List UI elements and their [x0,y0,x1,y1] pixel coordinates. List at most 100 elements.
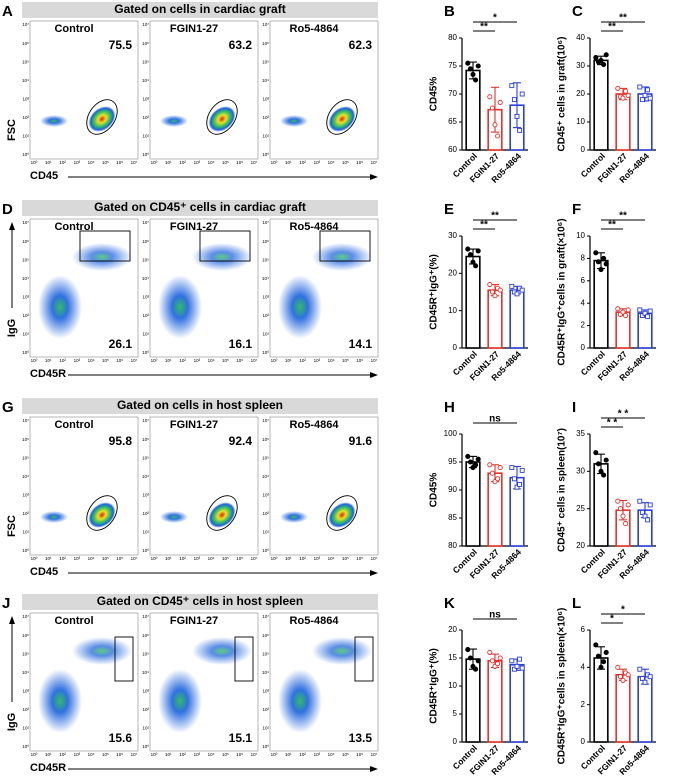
y-tick-label: 10¹ [262,134,269,139]
data-point [645,314,651,320]
data-point [620,513,626,519]
density-cloud [192,637,252,665]
y-tick-label: 90 [448,485,457,494]
significance-label: ** [480,220,488,231]
y-tick-label: 10 [576,231,585,240]
y-tick-label: 10⁷ [142,614,149,619]
data-point [467,66,473,72]
y-arrowhead [9,616,15,624]
gate [319,230,371,262]
data-point [511,476,517,482]
y-tick-label: 20 [448,625,457,634]
x-tick-label: 10⁵ [102,160,109,165]
x-tick-label: 10³ [314,160,321,165]
x-tick-label: 10³ [74,752,81,757]
panel-letter: C [572,3,583,20]
gate-percentage: 14.1 [349,337,373,351]
data-point [492,293,498,299]
y-tick-label: 10⁰ [22,152,29,157]
y-axis-label: CD45R⁺IgG⁺(%) [429,648,440,724]
x-arrowhead [370,372,378,378]
gate [206,99,238,135]
y-axis-label: CD45⁺ cells in spleen(10⁷) [557,428,568,552]
bar [487,289,503,349]
data-point [467,459,473,465]
y-tick-label: 10⁵ [22,257,29,262]
y-tick-label: 10² [142,313,149,318]
flow-plot-frame [149,416,259,556]
y-tick-label: 10⁶ [22,41,29,46]
x-tick-label: 10⁷ [251,358,258,363]
panel-letter: K [444,595,455,612]
data-point [601,472,607,478]
x-tick-label: 10⁰ [151,556,158,561]
x-tick-label: 10⁵ [342,160,349,165]
y-tick-label: 10³ [262,688,269,693]
x-tick-label: 10⁷ [131,752,138,757]
sample-name: Control [54,615,93,627]
data-point [615,306,621,312]
density-cloud [328,106,356,132]
data-point [475,658,481,664]
x-tick-label: 10³ [314,752,321,757]
bar [465,461,481,547]
data-point [489,658,495,664]
data-point [617,674,623,680]
header-bar [22,200,378,216]
y-tick-label: 10¹ [22,332,29,337]
y-tick-label: 10³ [262,294,269,299]
data-point [497,99,503,105]
data-point [623,312,629,319]
sample-name: FGIN1-27 [170,23,218,35]
x-tick-label: 10⁴ [208,752,215,757]
density-cloud [158,275,202,339]
sample-name: Control [54,419,93,431]
y-tick-label: 10⁷ [22,220,29,225]
x-tick-label: 10⁰ [151,358,158,363]
x-tick-label: 10⁷ [251,160,258,165]
y-axis-label: CD45% [429,77,440,112]
data-point [509,83,515,89]
gate-percentage: 13.5 [349,731,373,745]
y-axis-label: CD45% [429,473,440,508]
y-tick-label: 10⁴ [22,670,29,675]
data-point [615,664,621,670]
y-tick-label: 10⁷ [262,220,269,225]
density-cloud [40,511,68,523]
y-tick-label: 10⁷ [262,418,269,423]
y-tick-label: 10⁰ [142,350,149,355]
x-tick-label: 10⁷ [131,160,138,165]
y-tick-label: 10¹ [142,332,149,337]
data-point [637,666,643,672]
flow-plot-frame [29,416,139,556]
x-tick-label: 10⁴ [88,358,95,363]
x-tick-label: 10⁰ [271,752,278,757]
density-cloud [280,511,308,523]
density-cloud [280,115,308,127]
y-tick-label: 10 [576,117,585,126]
y-tick-label: 20 [576,89,585,98]
panel-letter: E [444,201,454,218]
data-point [519,467,525,473]
y-tick-label: 10¹ [142,726,149,731]
gate-percentage: 75.5 [109,38,133,52]
x-tick-label: 10¹ [45,752,52,757]
y-tick-label: 100 [444,429,458,438]
y-tick-label: 10⁴ [262,474,269,479]
data-point [617,506,623,512]
data-point [625,502,631,508]
data-point [615,85,621,91]
y-tick-label: 8 [581,254,586,263]
data-point [489,105,495,111]
y-tick-label: 20 [448,268,457,277]
density-cloud [278,669,322,733]
data-point [465,453,471,459]
bar [465,255,481,349]
bar [637,93,653,151]
sample-name: Control [54,221,93,233]
x-tick-label: 10⁷ [371,556,378,561]
y-tick-label: 65 [448,117,457,126]
y-tick-label: 10³ [142,492,149,497]
x-tick-label: 10⁴ [208,160,215,165]
x-tick-label: 10⁷ [371,160,378,165]
